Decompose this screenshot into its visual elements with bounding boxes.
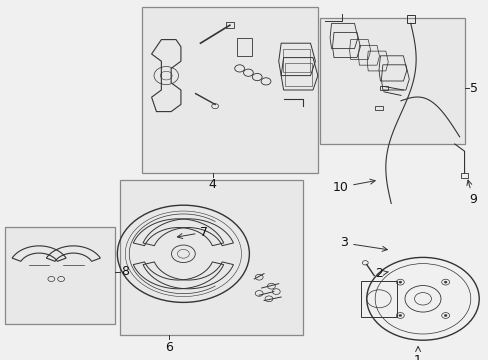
- Text: 9: 9: [466, 180, 476, 206]
- Bar: [320, 18, 464, 144]
- Text: 3: 3: [340, 237, 386, 251]
- Circle shape: [398, 281, 401, 283]
- Text: 6: 6: [164, 341, 172, 354]
- Bar: [237, 38, 251, 56]
- Text: 4: 4: [208, 178, 216, 191]
- Circle shape: [398, 314, 401, 316]
- Bar: [225, 22, 233, 28]
- Circle shape: [443, 314, 446, 316]
- Bar: [5, 227, 115, 324]
- Bar: [406, 15, 414, 23]
- Text: 5: 5: [469, 82, 477, 95]
- Text: 1: 1: [413, 347, 421, 360]
- Text: 8: 8: [121, 265, 128, 278]
- Bar: [285, 63, 311, 86]
- Bar: [142, 7, 317, 173]
- Text: 7: 7: [177, 226, 208, 239]
- Bar: [120, 180, 303, 335]
- Text: 2: 2: [374, 267, 387, 280]
- Bar: [282, 49, 309, 72]
- Text: 10: 10: [332, 179, 374, 194]
- Bar: [360, 281, 396, 317]
- Bar: [460, 173, 467, 178]
- Bar: [374, 106, 382, 110]
- Circle shape: [443, 281, 446, 283]
- Bar: [379, 86, 387, 90]
